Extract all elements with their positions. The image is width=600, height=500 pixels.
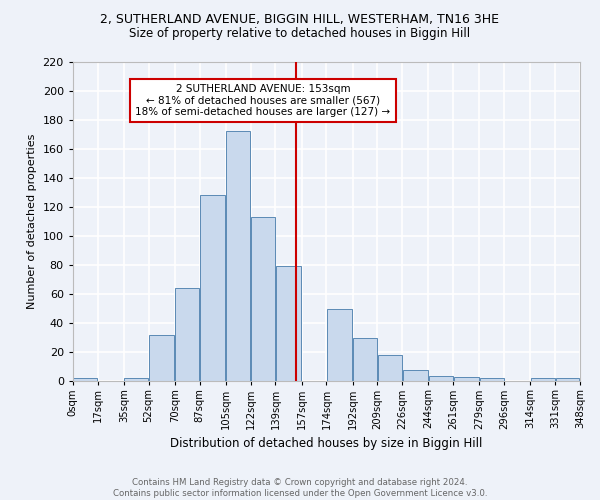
Bar xyxy=(403,370,428,382)
Text: Contains HM Land Registry data © Crown copyright and database right 2024.
Contai: Contains HM Land Registry data © Crown c… xyxy=(113,478,487,498)
Bar xyxy=(556,378,580,382)
Bar xyxy=(124,378,148,382)
Bar xyxy=(327,308,352,382)
Text: 2 SUTHERLAND AVENUE: 153sqm
← 81% of detached houses are smaller (567)
18% of se: 2 SUTHERLAND AVENUE: 153sqm ← 81% of det… xyxy=(136,84,391,117)
Bar xyxy=(251,217,275,382)
Bar xyxy=(226,132,250,382)
Bar xyxy=(531,378,554,382)
Bar xyxy=(429,376,452,382)
Bar xyxy=(149,335,174,382)
Bar xyxy=(276,266,301,382)
X-axis label: Distribution of detached houses by size in Biggin Hill: Distribution of detached houses by size … xyxy=(170,437,482,450)
Bar xyxy=(73,378,97,382)
Bar xyxy=(378,355,401,382)
Bar xyxy=(200,196,225,382)
Bar xyxy=(454,377,479,382)
Y-axis label: Number of detached properties: Number of detached properties xyxy=(27,134,37,309)
Bar xyxy=(353,338,377,382)
Bar xyxy=(480,378,503,382)
Bar xyxy=(175,288,199,382)
Text: Size of property relative to detached houses in Biggin Hill: Size of property relative to detached ho… xyxy=(130,28,470,40)
Text: 2, SUTHERLAND AVENUE, BIGGIN HILL, WESTERHAM, TN16 3HE: 2, SUTHERLAND AVENUE, BIGGIN HILL, WESTE… xyxy=(101,12,499,26)
